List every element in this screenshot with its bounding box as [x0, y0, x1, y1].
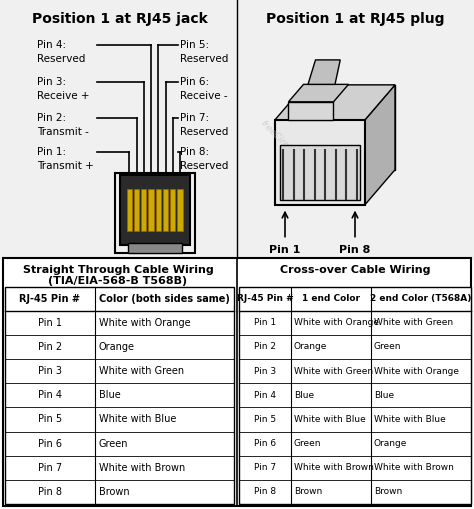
Text: White with Green: White with Green [99, 366, 184, 376]
Text: RJ-45 Pin #: RJ-45 Pin # [237, 294, 293, 303]
Text: Pin 3:: Pin 3: [37, 77, 66, 87]
Text: 2 end Color (T568A): 2 end Color (T568A) [370, 294, 472, 303]
Text: Pin 8:: Pin 8: [180, 147, 209, 157]
Text: Brown: Brown [99, 487, 129, 497]
Bar [239, 287, 471, 504]
Text: Pin 7: Pin 7 [38, 463, 62, 473]
Text: Receive -: Receive - [180, 91, 228, 101]
Bar [134, 189, 139, 231]
Bar [170, 189, 175, 231]
Text: Pin 2:: Pin 2: [37, 113, 66, 123]
Text: Brown: Brown [294, 488, 322, 496]
Text: Pin 1: Pin 1 [269, 245, 301, 254]
Text: White with Brown: White with Brown [294, 463, 374, 472]
Text: Pin 8: Pin 8 [254, 488, 276, 496]
Text: Pin 8: Pin 8 [339, 245, 371, 254]
Text: Pin 4: Pin 4 [254, 391, 276, 400]
Text: Orange: Orange [374, 439, 407, 448]
Bar [148, 189, 154, 231]
Text: Transmit +: Transmit + [37, 161, 94, 171]
Text: Pin 2: Pin 2 [254, 343, 276, 351]
Bar [5, 287, 234, 504]
Bar [128, 243, 182, 252]
Text: Pin 5: Pin 5 [254, 415, 276, 424]
Text: Receive +: Receive + [37, 91, 90, 101]
Text: Pin 1:: Pin 1: [37, 147, 66, 157]
Text: Cross-over Cable Wiring: Cross-over Cable Wiring [280, 265, 430, 274]
Bar [275, 120, 365, 205]
Text: White with Orange: White with Orange [374, 366, 459, 376]
Text: Green: Green [294, 439, 321, 448]
Bar [163, 189, 168, 231]
Text: Pin 7: Pin 7 [254, 463, 276, 472]
Text: White with Orange: White with Orange [99, 318, 191, 328]
Text: RJ-45 Pin #: RJ-45 Pin # [19, 294, 81, 304]
Text: Reserved: Reserved [180, 54, 228, 64]
Text: (TIA/EIA-568-B T568B): (TIA/EIA-568-B T568B) [48, 275, 188, 286]
Text: Pin 3: Pin 3 [254, 366, 276, 376]
Text: 1 end Color: 1 end Color [302, 294, 360, 303]
Text: White with Brown: White with Brown [374, 463, 454, 472]
Text: Orange: Orange [294, 343, 328, 351]
Text: White with Brown: White with Brown [99, 463, 185, 473]
Polygon shape [289, 84, 348, 102]
Polygon shape [275, 85, 395, 120]
Text: Pin 4:: Pin 4: [37, 40, 66, 50]
Text: Orange: Orange [99, 342, 135, 352]
Text: Reserved: Reserved [180, 161, 228, 171]
Text: Color (both sides same): Color (both sides same) [99, 294, 230, 304]
Text: Pin 3: Pin 3 [38, 366, 62, 376]
Bar [289, 102, 334, 120]
Bar [120, 175, 190, 245]
Bar [156, 189, 161, 231]
Text: Brown: Brown [374, 488, 402, 496]
Text: Reserved: Reserved [180, 127, 228, 137]
Text: freeCircuitDiagram.com: freeCircuitDiagram.com [259, 119, 341, 201]
Polygon shape [308, 60, 340, 84]
Text: Position 1 at RJ45 plug: Position 1 at RJ45 plug [266, 12, 444, 26]
Polygon shape [305, 85, 395, 169]
Text: Pin 8: Pin 8 [38, 487, 62, 497]
Text: Transmit -: Transmit - [37, 127, 89, 137]
Text: Pin 6: Pin 6 [38, 439, 62, 448]
Text: Pin 5:: Pin 5: [180, 40, 209, 50]
Text: Pin 1: Pin 1 [254, 318, 276, 327]
Text: Green: Green [99, 439, 128, 448]
Text: Position 1 at RJ45 jack: Position 1 at RJ45 jack [32, 12, 208, 26]
Text: White with Blue: White with Blue [294, 415, 366, 424]
Text: Pin 5: Pin 5 [38, 414, 62, 425]
Text: Straight Through Cable Wiring: Straight Through Cable Wiring [23, 265, 213, 274]
Text: Reserved: Reserved [37, 54, 85, 64]
Text: Green: Green [374, 343, 401, 351]
Text: Pin 7:: Pin 7: [180, 113, 209, 123]
Bar [127, 189, 132, 231]
Text: White with Blue: White with Blue [99, 414, 176, 425]
Text: Blue: Blue [374, 391, 394, 400]
Text: Pin 6: Pin 6 [254, 439, 276, 448]
Text: Pin 4: Pin 4 [38, 390, 62, 400]
Text: White with Orange: White with Orange [294, 318, 379, 327]
Text: Pin 1: Pin 1 [38, 318, 62, 328]
Text: White with Green: White with Green [374, 318, 453, 327]
Text: Pin 6:: Pin 6: [180, 77, 209, 87]
Text: Pin 2: Pin 2 [38, 342, 62, 352]
Text: White with Blue: White with Blue [374, 415, 446, 424]
Bar [280, 145, 360, 200]
Bar [177, 189, 182, 231]
Text: Blue: Blue [99, 390, 121, 400]
Text: Blue: Blue [294, 391, 314, 400]
Polygon shape [365, 85, 395, 205]
Bar [141, 189, 146, 231]
Bar [115, 173, 195, 252]
Text: White with Green: White with Green [294, 366, 373, 376]
